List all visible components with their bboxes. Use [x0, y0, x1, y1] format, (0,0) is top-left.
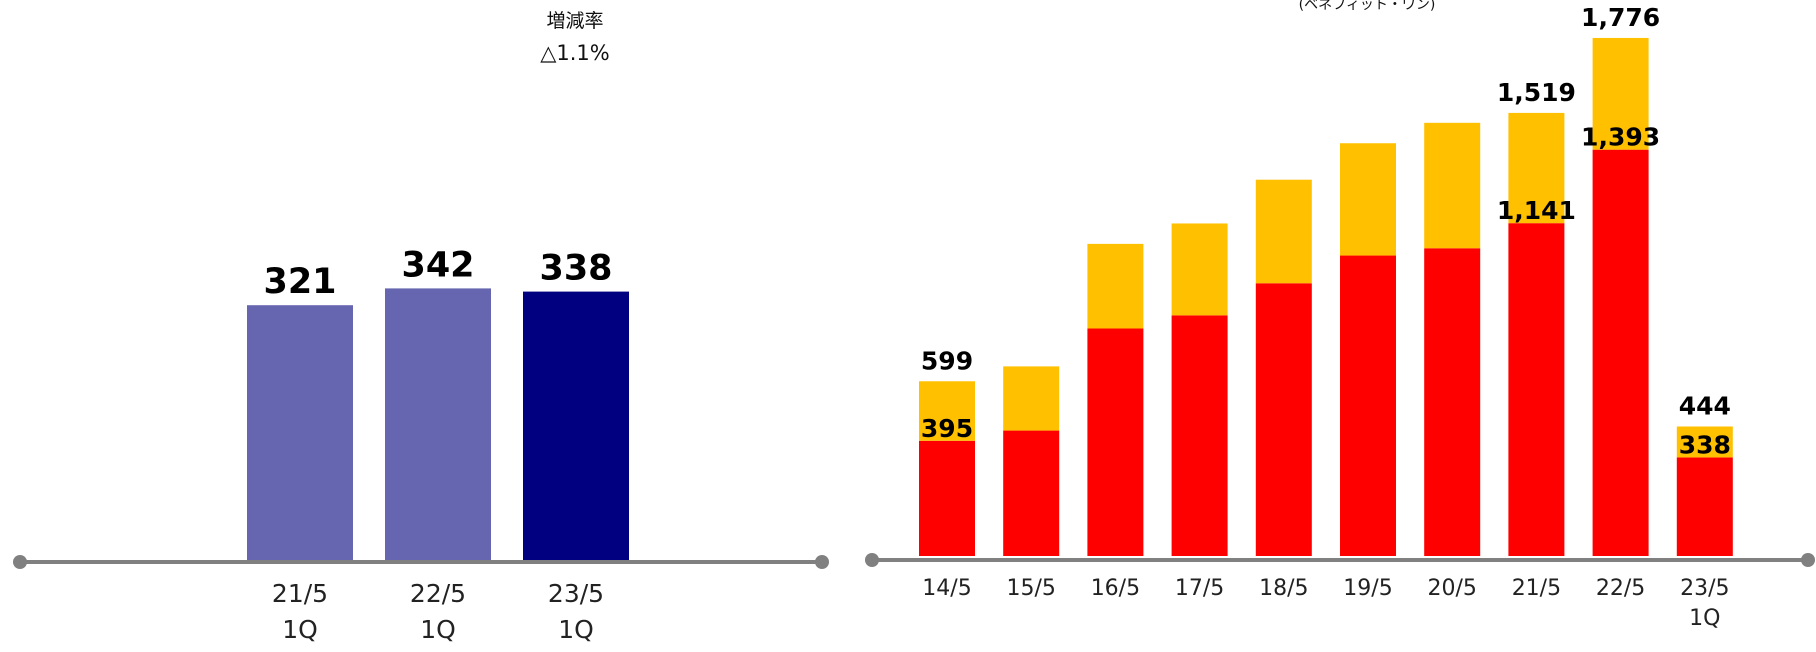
right-bar-0-segment-0 — [919, 440, 975, 556]
left-tick-labels: 21/5 1Q 22/5 1Q 23/5 1Q — [272, 579, 604, 644]
right-bottom-label-9: 338 — [1679, 430, 1731, 459]
right-bottom-label-0: 395 — [921, 414, 973, 443]
right-tick-label-9-0: 23/5 — [1680, 576, 1729, 601]
left-axis-start-dot — [13, 555, 27, 569]
growth-rate-value: △1.1% — [540, 41, 610, 65]
right-tick-label-8-0: 22/5 — [1596, 576, 1645, 601]
right-bar-7-segment-1 — [1508, 112, 1565, 224]
left-bar-value-label-0: 321 — [263, 262, 336, 302]
right-total-label-0: 599 — [921, 346, 973, 375]
left-tick-label-1-0: 22/5 — [410, 579, 466, 608]
right-x-axis — [865, 553, 1815, 567]
left-x-axis — [13, 555, 829, 569]
right-tick-label-6-0: 20/5 — [1427, 576, 1476, 601]
right-bar-6-segment-1 — [1424, 122, 1481, 249]
right-bar-6-segment-0 — [1424, 248, 1481, 556]
right-chart: (ベネフィット・ワン) 14/5 15/5 16/5 17/5 18/5 19/5 20/5… — [865, 0, 1815, 631]
right-bar-5-segment-0 — [1340, 255, 1396, 556]
right-axis-start-dot — [865, 553, 879, 567]
right-bar-5-segment-1 — [1340, 143, 1396, 256]
left-bar-value-label-2: 338 — [539, 249, 612, 289]
right-bars — [919, 37, 1733, 557]
right-bar-2-segment-1 — [1087, 243, 1144, 329]
right-bar-4-segment-0 — [1255, 283, 1312, 556]
left-tick-label-1-1: 1Q — [420, 615, 456, 644]
left-axis-end-dot — [815, 555, 829, 569]
right-axis-end-dot — [1801, 553, 1815, 567]
right-bar-9-segment-0 — [1676, 457, 1733, 556]
right-tick-label-1-0: 15/5 — [1006, 576, 1055, 601]
left-chart: 増減率 △1.1% 321 342 338 21/5 1Q 22/5 1Q 23/5 1Q — [13, 10, 829, 644]
right-bar-7-segment-0 — [1508, 223, 1565, 557]
right-bar-9-segment-1 — [1676, 426, 1733, 458]
left-bar-2 — [523, 291, 629, 562]
left-bar-0 — [247, 305, 353, 562]
right-value-labels: 599 395 1,519 1,141 1,776 1,393 444 338 — [921, 3, 1731, 459]
right-tick-labels: 14/5 15/5 16/5 17/5 18/5 19/5 20/5 21/5 22/5 23/5… — [922, 576, 1729, 631]
right-bar-3-segment-0 — [1171, 315, 1228, 556]
right-tick-label-3-0: 17/5 — [1175, 576, 1224, 601]
growth-rate-annotation: 増減率 △1.1% — [540, 10, 610, 65]
right-tick-label-7-0: 21/5 — [1512, 576, 1561, 601]
right-bar-4-segment-1 — [1255, 179, 1312, 284]
right-bar-1-segment-0 — [1003, 430, 1060, 556]
right-total-label-9: 444 — [1679, 391, 1731, 420]
right-bar-8-segment-0 — [1592, 149, 1649, 556]
right-total-label-8: 1,776 — [1581, 3, 1660, 32]
right-bar-2-segment-0 — [1087, 328, 1144, 556]
right-total-label-7: 1,519 — [1497, 78, 1576, 107]
right-bar-0-segment-1 — [919, 381, 975, 441]
right-tick-label-9-1: 1Q — [1689, 606, 1720, 631]
right-bottom-label-8: 1,393 — [1581, 123, 1660, 152]
left-tick-label-0-0: 21/5 — [272, 579, 328, 608]
chart-header-fragment: (ベネフィット・ワン) — [1299, 0, 1436, 13]
right-bar-8-segment-1 — [1592, 37, 1649, 150]
right-tick-label-5-0: 19/5 — [1343, 576, 1392, 601]
growth-rate-title: 増減率 — [546, 10, 603, 32]
right-bar-3-segment-1 — [1171, 223, 1228, 316]
left-bar-value-label-1: 342 — [401, 245, 474, 285]
left-tick-label-2-0: 23/5 — [548, 579, 604, 608]
right-bottom-label-7: 1,141 — [1497, 196, 1576, 225]
right-tick-label-4-0: 18/5 — [1259, 576, 1308, 601]
right-tick-label-2-0: 16/5 — [1091, 576, 1140, 601]
left-tick-label-2-1: 1Q — [558, 615, 594, 644]
left-tick-label-0-1: 1Q — [282, 615, 318, 644]
left-bar-1 — [385, 288, 491, 562]
right-bar-1-segment-1 — [1003, 366, 1060, 431]
right-tick-label-0-0: 14/5 — [922, 576, 971, 601]
left-bars: 321 342 338 — [247, 245, 629, 562]
